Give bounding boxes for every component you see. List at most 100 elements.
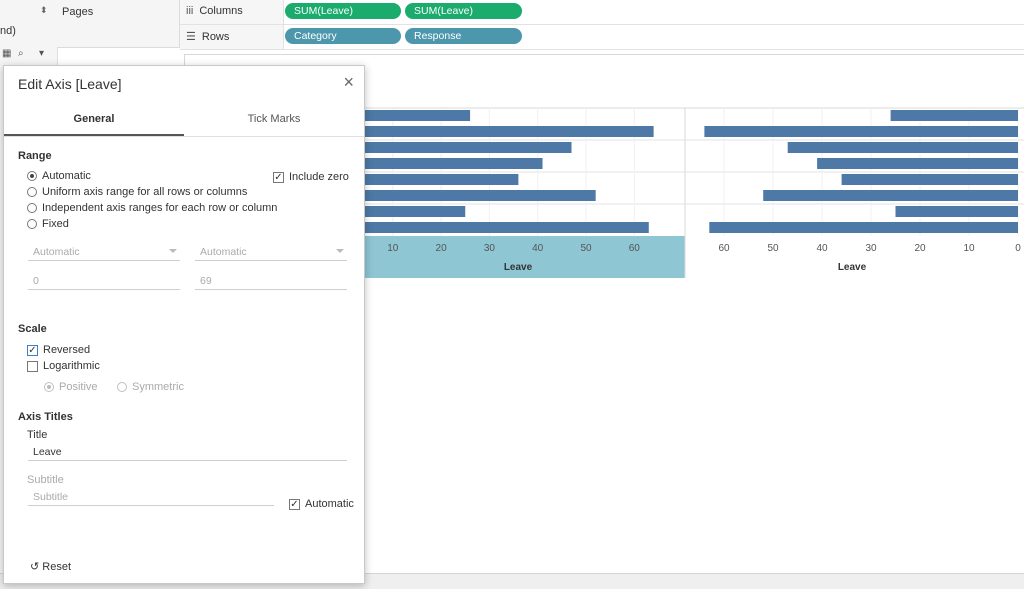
reset-icon: ↺	[30, 561, 40, 573]
range-independent-option[interactable]: Independent axis ranges for each row or …	[27, 202, 277, 214]
radio-uniform[interactable]	[27, 187, 37, 197]
columns-icon: iii	[186, 5, 194, 17]
radio-positive	[44, 382, 54, 392]
left-axis-title: Leave	[504, 262, 533, 273]
columns-pill-sum-leave-1[interactable]: SUM(Leave)	[285, 3, 401, 19]
range-independent-label: Independent axis ranges for each row or …	[42, 202, 278, 214]
range-start-field[interactable]: 0	[28, 272, 180, 290]
bar-left	[362, 158, 543, 169]
bar-left	[362, 110, 471, 121]
dialog-title: Edit Axis [Leave]	[18, 76, 122, 92]
range-end-field[interactable]: 69	[195, 272, 347, 290]
right-axis-tick-label: 40	[816, 243, 828, 254]
rows-shelf: ☰ Rows Category Response	[180, 25, 1024, 50]
rows-pill-response[interactable]: Response	[405, 28, 522, 44]
bar-left	[362, 174, 519, 185]
sort-arrows-icon[interactable]: ⬍	[40, 5, 48, 15]
chevron-down-icon	[169, 249, 177, 253]
bar-left	[362, 142, 572, 153]
logarithmic-label: Logarithmic	[43, 360, 100, 372]
bar-left	[362, 190, 596, 201]
bar-right	[895, 206, 1018, 217]
left-axis-tick-label: 20	[436, 243, 448, 254]
edit-axis-dialog: Edit Axis [Leave] × General Tick Marks R…	[3, 65, 365, 584]
range-end-select[interactable]: Automatic	[195, 243, 347, 261]
symmetric-option: Symmetric	[117, 381, 184, 393]
axis-titles-header: Axis Titles	[18, 411, 73, 423]
columns-shelf: iii Columns SUM(Leave) SUM(Leave)	[180, 0, 1024, 25]
bar-right	[787, 142, 1018, 153]
range-start-select[interactable]: Automatic	[28, 243, 180, 261]
dialog-tabs: General Tick Marks	[4, 104, 364, 137]
logarithmic-option[interactable]: Logarithmic	[27, 360, 100, 372]
positive-option: Positive	[44, 381, 98, 393]
range-header: Range	[18, 150, 52, 162]
bar-left	[362, 222, 649, 233]
left-toolbar: ▦ ⌕ ▾	[0, 48, 57, 62]
symmetric-label: Symmetric	[132, 381, 184, 393]
radio-automatic[interactable]	[27, 171, 37, 181]
bar-right	[817, 158, 1018, 169]
subtitle-automatic-option[interactable]: ✓ Automatic	[289, 498, 354, 510]
right-axis-tick-label: 30	[865, 243, 877, 254]
radio-fixed[interactable]	[27, 219, 37, 229]
rows-icon: ☰	[186, 31, 196, 43]
close-icon[interactable]: ×	[343, 72, 354, 92]
reversed-option[interactable]: ✓ Reversed	[27, 344, 90, 356]
columns-label: Columns	[199, 5, 243, 17]
left-axis-tick-label: 10	[387, 243, 399, 254]
range-automatic-option[interactable]: Automatic	[27, 170, 91, 182]
subtitle-automatic-checkbox[interactable]: ✓	[289, 498, 300, 510]
right-axis-tick-label: 20	[914, 243, 926, 254]
logarithmic-checkbox[interactable]	[27, 360, 38, 372]
bar-right	[763, 190, 1018, 201]
axis-subtitle-input[interactable]: Subtitle	[28, 488, 274, 506]
pages-shelf[interactable]: Pages	[57, 0, 180, 48]
include-zero-checkbox[interactable]: ✓	[273, 171, 284, 183]
title-label: Title	[27, 429, 48, 441]
range-end-select-value: Automatic	[200, 246, 247, 258]
right-axis-tick-label: 0	[1015, 243, 1021, 254]
left-axis-tick-label: 60	[629, 243, 641, 254]
range-start-select-value: Automatic	[33, 246, 80, 258]
radio-symmetric	[117, 382, 127, 392]
positive-label: Positive	[59, 381, 98, 393]
columns-drop-area[interactable]: SUM(Leave) SUM(Leave)	[283, 0, 1024, 24]
range-uniform-option[interactable]: Uniform axis range for all rows or colum…	[27, 186, 247, 198]
include-zero-option[interactable]: ✓ Include zero	[273, 171, 349, 183]
right-axis-tick-label: 50	[767, 243, 779, 254]
left-axis-tick-label: 30	[484, 243, 496, 254]
search-icon[interactable]: ⌕	[18, 48, 24, 59]
reset-button[interactable]: ↺ Reset	[30, 560, 71, 573]
tab-tick-marks[interactable]: Tick Marks	[247, 113, 301, 125]
subtitle-label: Subtitle	[27, 474, 64, 486]
right-axis-title: Leave	[838, 262, 867, 273]
bar-right	[890, 110, 1018, 121]
subtitle-automatic-label: Automatic	[305, 498, 354, 510]
bar-chart: 10 20 30 40 50 60 60 50 40 30 20 10 0 Leave Leave	[362, 107, 1024, 278]
radio-independent[interactable]	[27, 203, 37, 213]
left-axis-tick-label: 40	[532, 243, 544, 254]
chevron-down-icon	[336, 249, 344, 253]
range-fixed-option[interactable]: Fixed	[27, 218, 69, 230]
range-uniform-label: Uniform axis range for all rows or colum…	[42, 186, 248, 198]
rows-label: Rows	[201, 31, 230, 43]
bar-left	[362, 206, 466, 217]
axis-title-input[interactable]: Leave	[28, 443, 347, 461]
scale-header: Scale	[18, 323, 47, 335]
rows-drop-area[interactable]: Category Response	[283, 25, 1024, 49]
rows-pill-category[interactable]: Category	[285, 28, 401, 44]
left-axis-highlight	[362, 236, 685, 278]
reversed-checkbox[interactable]: ✓	[27, 344, 38, 356]
right-axis-tick-label: 60	[718, 243, 730, 254]
reset-label: Reset	[42, 561, 72, 573]
bar-left	[362, 126, 654, 137]
bar-right	[841, 174, 1018, 185]
dropdown-icon[interactable]: ▾	[39, 48, 45, 59]
tab-general[interactable]: General	[4, 104, 184, 136]
columns-pill-sum-leave-2[interactable]: SUM(Leave)	[405, 3, 522, 19]
view-grid-icon[interactable]: ▦	[2, 48, 12, 59]
left-axis-tick-label: 50	[580, 243, 592, 254]
bar-right	[709, 222, 1018, 233]
include-zero-label: Include zero	[289, 171, 349, 183]
